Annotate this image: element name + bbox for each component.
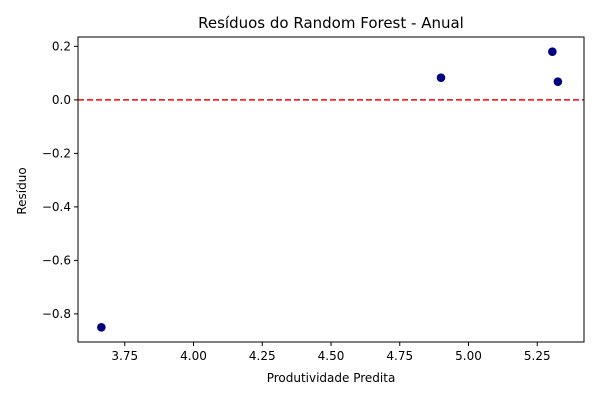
y-tick-label: −0.4	[42, 200, 71, 214]
x-tick-label: 4.75	[386, 349, 413, 363]
x-tick-label: 4.25	[249, 349, 276, 363]
plot-frame	[77, 36, 585, 343]
y-tick-label: −0.6	[42, 253, 71, 267]
x-tick-label: 4.50	[318, 349, 345, 363]
data-point-4	[553, 77, 563, 86]
data-point-1	[97, 322, 106, 332]
x-tick-label: 4.00	[180, 349, 207, 363]
data-point-3	[548, 47, 557, 57]
y-axis-label: Resíduo	[15, 167, 29, 214]
y-tick-label: −0.8	[42, 307, 71, 321]
chart-title: Resíduos do Random Forest - Anual	[198, 14, 464, 32]
data-point-2	[436, 73, 446, 82]
x-tick-label: 5.00	[455, 349, 482, 363]
x-tick-label: 3.75	[111, 349, 138, 363]
y-tick-label: 0.0	[52, 93, 71, 107]
y-tick-label: 0.2	[52, 39, 71, 53]
plot-area: 3.75 4.00 4.25 4.50 4.75 5.00 5.25 0.2 0.0 −0.2 −0…	[42, 36, 585, 363]
x-axis-label: Produtividade Predita	[267, 371, 396, 385]
x-tick-label: 5.25	[524, 349, 551, 363]
y-tick-label: −0.2	[42, 146, 71, 160]
